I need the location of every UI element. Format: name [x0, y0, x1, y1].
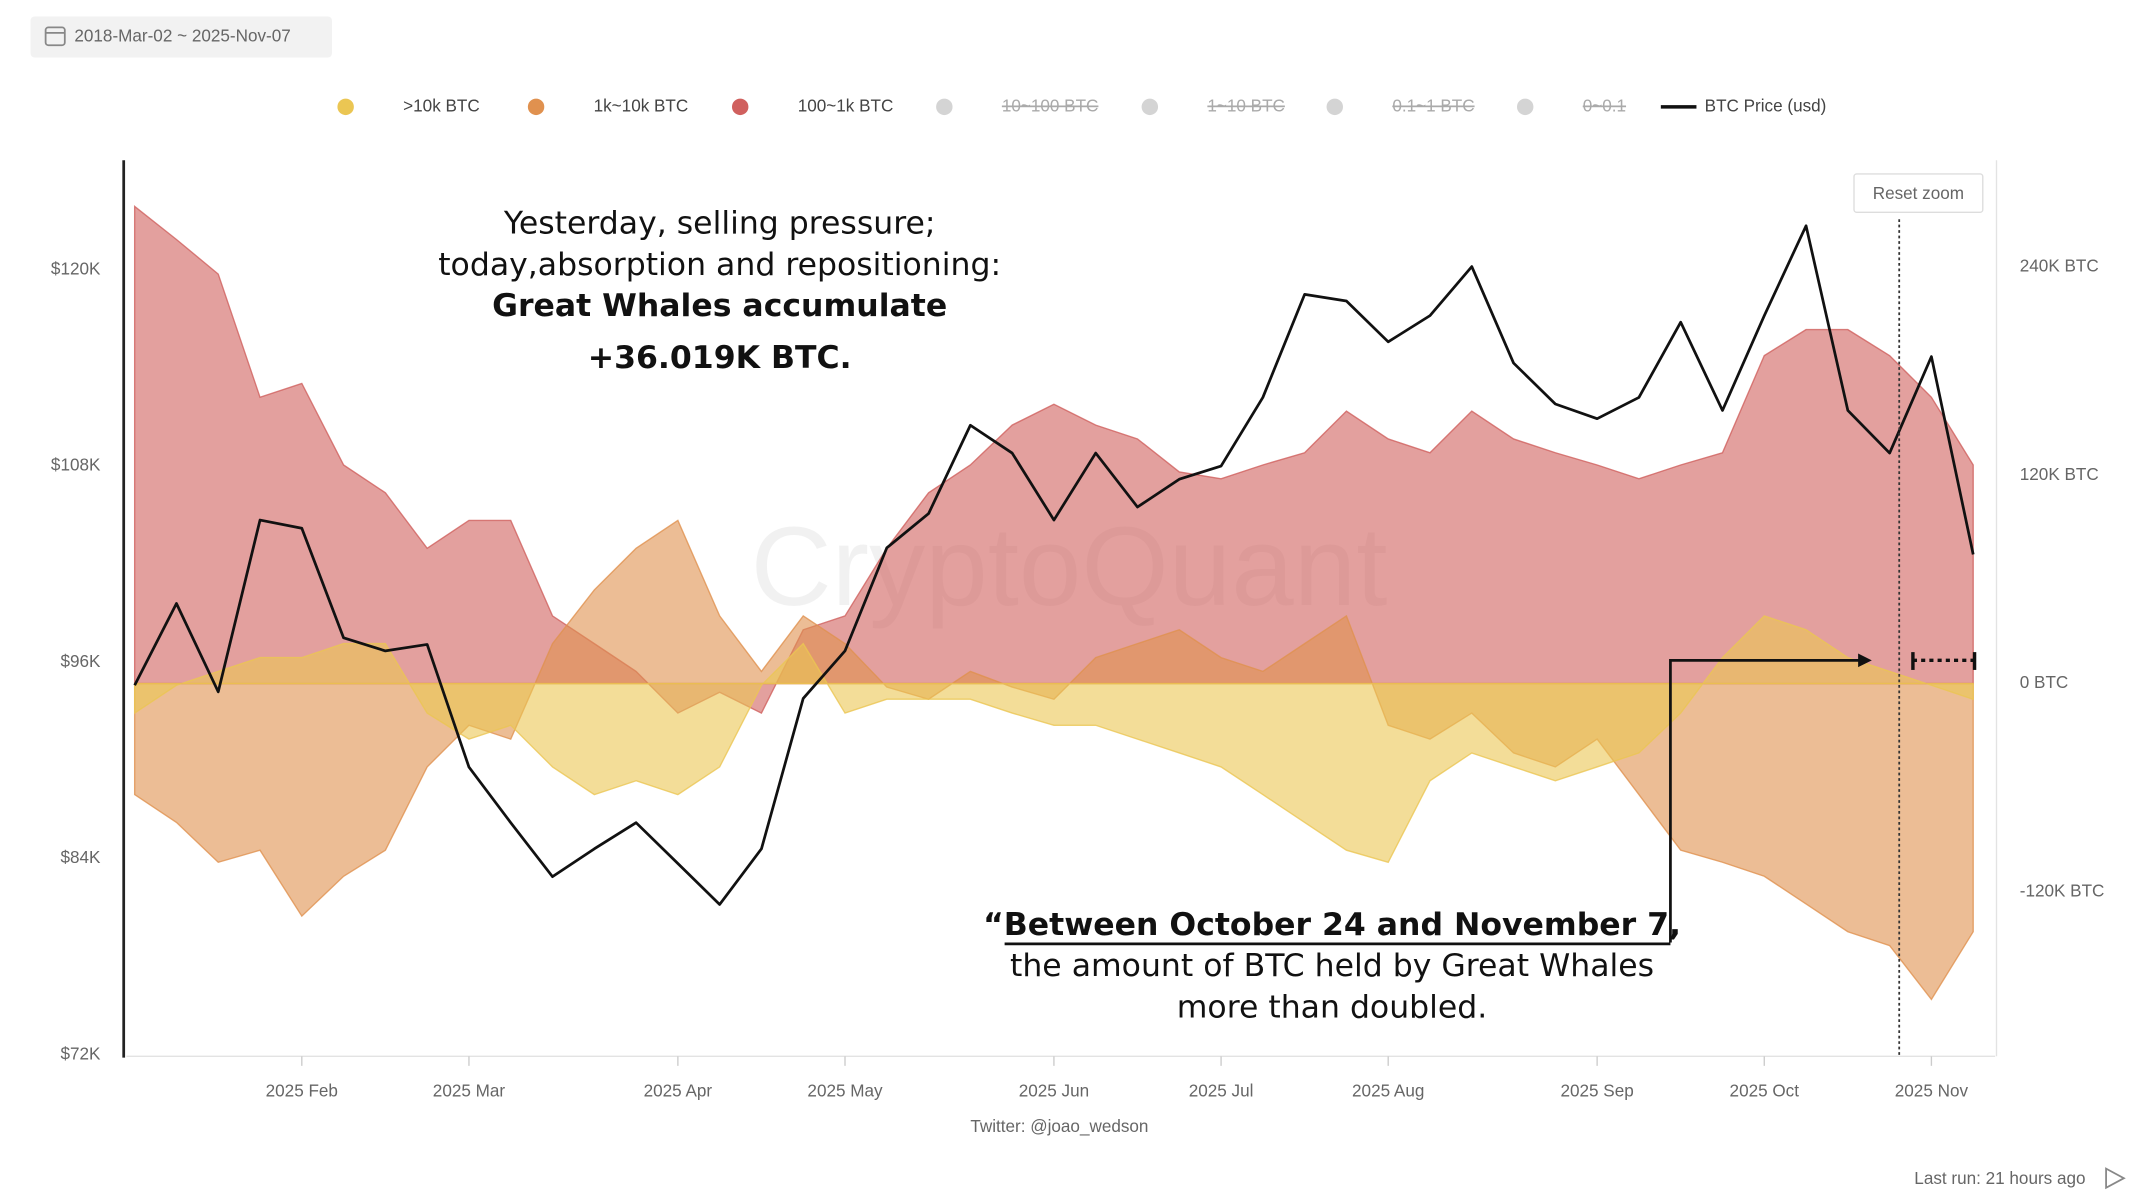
- y2-tick-label: 240K BTC: [2020, 257, 2099, 276]
- calendar-icon: [44, 26, 66, 47]
- legend-label: 1~10 BTC: [1207, 96, 1285, 115]
- x-tick-label: 2025 Aug: [1352, 1081, 1424, 1100]
- legend-marker[interactable]: [731, 98, 749, 116]
- area: [133, 615, 1974, 864]
- plot-area: [133, 205, 1975, 1001]
- x-tick-label: 2025 May: [807, 1081, 883, 1100]
- legend-label: 10~100 BTC: [1002, 96, 1099, 115]
- y-tick-label: $120K: [51, 259, 101, 278]
- y2-tick-label: -120K BTC: [2020, 881, 2105, 900]
- legend-label: 0~0.1: [1583, 96, 1626, 115]
- x-tick-label: 2025 Feb: [266, 1081, 338, 1100]
- legend-marker[interactable]: [1326, 98, 1343, 116]
- legend-label: 1k~10k BTC: [594, 96, 689, 115]
- legend-marker[interactable]: [527, 98, 545, 116]
- y-tick-label: $84K: [60, 848, 101, 867]
- x-tick-label: 2025 Apr: [644, 1081, 713, 1100]
- y-tick-label: $96K: [60, 652, 101, 671]
- x-tick-label: 2025 Jul: [1189, 1081, 1254, 1100]
- x-tick-label: 2025 Mar: [433, 1081, 506, 1100]
- x-tick-label: 2025 Jun: [1019, 1081, 1089, 1100]
- legend-label: 0.1~1 BTC: [1392, 96, 1474, 115]
- y-tick-label: $108K: [51, 456, 101, 475]
- annotation-text: the amount of BTC held by Great Whales: [1010, 948, 1654, 984]
- annotation-text: more than doubled.: [1177, 989, 1488, 1025]
- run-button[interactable]: [2105, 1167, 2126, 1190]
- y2-tick-label: 120K BTC: [2020, 465, 2099, 484]
- area: [133, 205, 1974, 714]
- last-run: Last run: 21 hours ago: [1914, 1169, 2085, 1188]
- annotation-text: today,absorption and repositioning:: [438, 247, 1001, 283]
- date-range: 2018-Mar-02 ~ 2025-Nov-07: [74, 27, 290, 46]
- y-tick-label: $72K: [60, 1044, 101, 1063]
- legend-marker[interactable]: [936, 98, 953, 116]
- annotation-highlight: +36.019K BTC.: [588, 340, 852, 376]
- legend-label: >10k BTC: [403, 96, 480, 115]
- legend-marker[interactable]: [1141, 98, 1159, 116]
- reset-zoom-button[interactable]: [1853, 173, 1984, 214]
- price-line: [133, 224, 1975, 906]
- credit: Twitter: @joao_wedson: [970, 1117, 1148, 1136]
- reset-zoom-label: Reset zoom: [1873, 184, 1964, 203]
- legend-label: BTC Price (usd): [1705, 96, 1827, 115]
- annotation-text: Great Whales accumulate: [492, 288, 947, 324]
- annotation-text: Yesterday, selling pressure;: [503, 206, 936, 242]
- date-range-chip[interactable]: [30, 16, 332, 58]
- x-tick-label: 2025 Oct: [1730, 1081, 1800, 1100]
- legend-label: 100~1k BTC: [798, 96, 894, 115]
- x-tick-label: 2025 Sep: [1560, 1081, 1633, 1100]
- y2-tick-label: 0 BTC: [2020, 673, 2069, 692]
- annotation-arrowhead: [1858, 653, 1872, 668]
- annotation-connector: [1669, 658, 1864, 943]
- x-tick-label: 2025 Nov: [1895, 1081, 1969, 1100]
- legend-marker[interactable]: [337, 98, 354, 116]
- legend-marker[interactable]: [1516, 98, 1534, 116]
- annotation-text: “Between October 24 and November 7,: [983, 907, 1681, 943]
